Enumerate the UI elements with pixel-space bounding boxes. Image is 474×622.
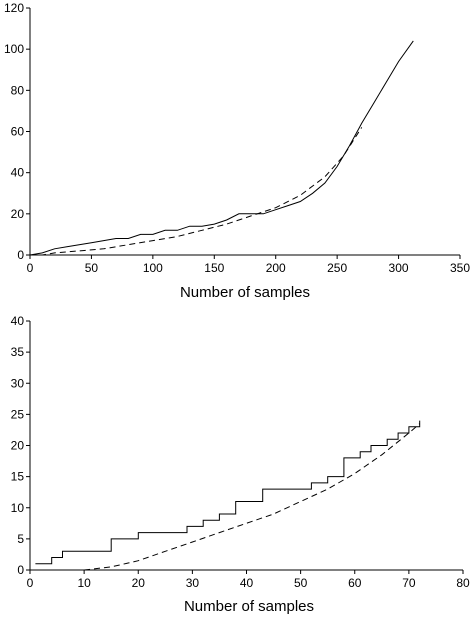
chart-2-y-tick-label: 30 [11,376,25,390]
chart-1-ticks: 0 50 100 150 200 250 300 350 0 20 40 60 80 100 120 [4,1,470,275]
chart-1-y-tick-label: 60 [11,125,25,139]
chart-2-x-tick-label: 40 [240,576,254,590]
chart-2-y-tick-label: 10 [11,501,25,515]
chart-1: 0 50 100 150 200 250 300 350 0 20 40 60 80 100 120 Num… [4,1,470,301]
chart-1-y-tick-label: 100 [4,42,24,56]
chart-1-y-tick-label: 40 [11,166,25,180]
chart-1-series [29,40,414,256]
chart-1-x-tick-label: 300 [389,261,409,275]
chart-2-series [35,420,421,571]
chart-2-y-tick-label: 40 [11,314,25,328]
chart-2-axes [29,321,463,571]
chart-1-series-dashed-line [30,127,363,256]
chart-2-ticks: 0 10 20 30 40 50 60 70 80 0 5 10 15 20 25 30 35 40 [11,314,470,590]
chart-1-series-solid-line [29,40,414,256]
chart-2-y-tick-label: 25 [11,407,25,421]
chart-2-x-tick-label: 30 [186,576,200,590]
chart-1-y-tick-label: 80 [11,83,25,97]
chart-2-x-tick-label: 70 [402,576,416,590]
chart-2-x-tick-label: 20 [132,576,146,590]
chart-2-y-tick-label: 20 [11,439,25,453]
chart-1-x-tick-label: 200 [266,261,286,275]
chart-1-x-tick-label: 250 [327,261,347,275]
chart-2-y-tick-label: 5 [17,532,24,546]
chart-1-x-tick-label: 0 [27,261,34,275]
chart-2-x-tick-label: 10 [77,576,91,590]
chart-1-y-tick-label: 0 [17,248,24,262]
chart-2-x-axis-label: Number of samples [184,598,314,615]
chart-2-x-tick-label: 0 [27,576,34,590]
chart-2-x-tick-label: 80 [456,576,470,590]
chart-1-y-tick-label: 120 [4,1,24,15]
chart-1-x-tick-label: 150 [204,261,224,275]
chart-2-series-dashed-line [84,423,421,571]
chart-1-x-tick-label: 100 [143,261,163,275]
chart-1-x-tick-label: 350 [450,261,470,275]
chart-2-y-tick-label: 35 [11,345,25,359]
chart-2-x-tick-label: 50 [294,576,308,590]
chart-2-y-tick-label: 0 [17,563,24,577]
chart-2-x-tick-label: 60 [348,576,362,590]
chart-1-axes [29,8,460,256]
chart-2: 0 10 20 30 40 50 60 70 80 0 5 10 15 20 25 30 35 40 Number… [11,314,470,615]
chart-2-series-solid-line [35,420,421,565]
chart-2-y-tick-label: 15 [11,470,25,484]
chart-1-y-tick-label: 20 [11,207,25,221]
chart-1-x-axis-label: Number of samples [180,284,310,301]
chart-1-x-tick-label: 50 [85,261,99,275]
